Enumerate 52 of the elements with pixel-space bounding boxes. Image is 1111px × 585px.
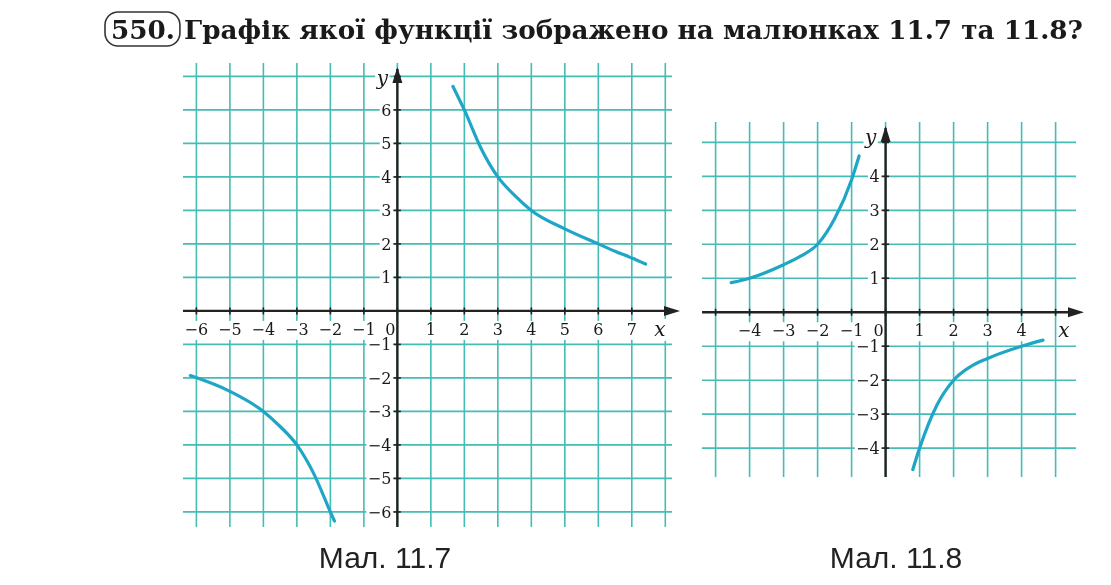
x-tick-label: 1 [425,319,436,339]
line-series [911,338,1045,472]
y-axis-title: y [375,66,389,90]
y-tick-label: 3 [869,201,880,221]
y-tick-label: −3 [367,402,392,422]
y-tick-label: 2 [381,234,392,254]
y-tick-label: 1 [381,268,392,288]
x-tick-label: −2 [805,321,830,341]
y-tick-label: −3 [856,405,880,425]
x-tick-label: −3 [771,321,796,341]
x-tick-label: −6 [184,319,209,339]
y-tick-label: 6 [381,100,392,120]
y-tick-label: 4 [381,167,392,187]
x-tick-label: −1 [839,321,864,341]
y-tick-label: −5 [367,469,392,489]
x-tick-label: 6 [593,319,604,339]
y-tick-label: −1 [856,337,880,357]
y-tick-label: 3 [381,201,392,221]
y-tick-label: 2 [869,235,880,255]
x-tick-label: 3 [982,321,993,341]
x-tick-label: 5 [559,319,570,339]
y-tick-label: −4 [367,435,392,455]
x-axis-title: x [1058,318,1070,343]
x-tick-label: 7 [626,319,637,339]
x-tick-label: 2 [948,321,959,341]
line-series [451,84,648,266]
y-tick-label: −2 [856,371,880,391]
x-tick-label: −3 [285,319,309,339]
x-tick-label: 3 [492,319,503,339]
y-tick-label: 1 [869,269,880,289]
x-tick-label: 1 [914,321,925,341]
x-tick-label: 4 [1016,321,1027,341]
x-tick-label: −2 [318,319,343,339]
text: Мал. 11.7 [318,541,452,574]
y-tick-label: −6 [367,502,392,522]
line-series [729,154,861,285]
x-tick-label: −4 [737,321,762,341]
y-tick-label: −1 [367,335,392,355]
x-tick-label: 2 [459,319,470,339]
x-axis-title: x [654,316,666,341]
x-tick-label: −1 [352,319,376,339]
y-tick-label: 4 [869,167,880,187]
chart-title: 550. Графік якої функції зображено на малюнках 11.7 та 11.8? [111,14,1083,45]
y-axis-title: y [863,125,877,149]
y-tick-label: −4 [856,439,880,459]
x-tick-label: 4 [526,319,537,339]
line-series [188,373,336,523]
x-tick-label: −5 [218,319,242,339]
y-tick-label: 5 [381,134,392,154]
x-tick-label: −4 [251,319,276,339]
y-tick-label: −2 [367,368,392,388]
text: Мал. 11.8 [829,541,963,574]
